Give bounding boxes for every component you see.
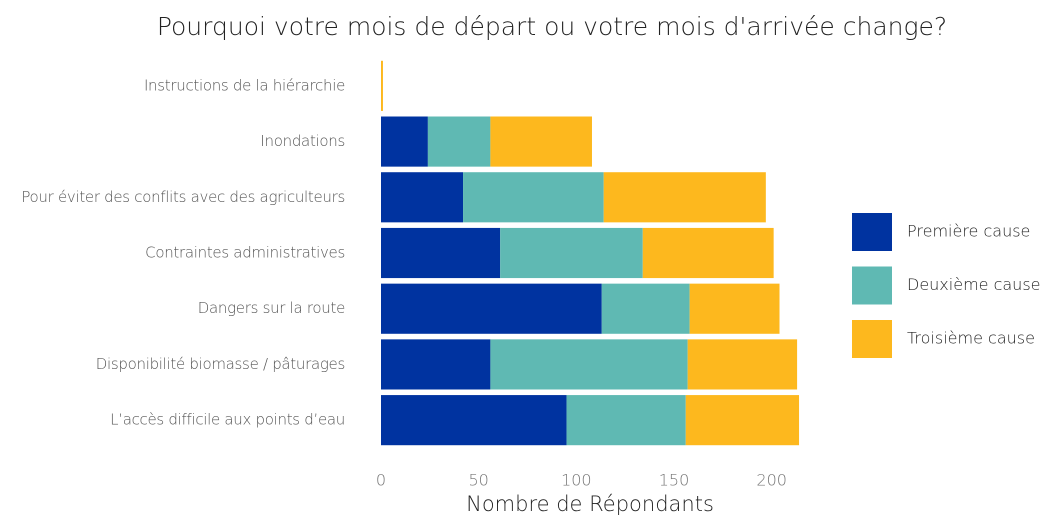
bar-segment — [381, 116, 428, 167]
bar-segment — [685, 395, 800, 446]
x-tick-label: 100 — [561, 471, 592, 490]
bar-segment — [642, 227, 774, 279]
bar-segment — [463, 172, 604, 223]
bar-segment — [381, 227, 501, 279]
chart-title: Pourquoi votre mois de départ ou votre m… — [157, 12, 947, 41]
legend-swatch — [852, 266, 892, 305]
bar-segment — [500, 227, 643, 279]
bar-segment — [689, 283, 780, 334]
legend-swatch — [852, 320, 892, 358]
bar-segment — [490, 116, 592, 167]
bar-segment — [381, 283, 602, 334]
x-tick-label: 50 — [468, 471, 488, 490]
legend-swatch — [852, 213, 892, 251]
y-tick-label: Dangers sur la route — [198, 299, 345, 317]
bar-segment — [381, 60, 383, 111]
legend-label: Première cause — [907, 222, 1030, 241]
y-tick-label: Inondations — [260, 132, 345, 150]
x-tick-label: 150 — [659, 471, 690, 490]
bar-segment — [381, 339, 491, 390]
y-tick-label: Instructions de la hiérarchie — [144, 76, 345, 94]
x-axis-title: Nombre de Répondants — [466, 492, 714, 516]
legend-label: Deuxième cause — [907, 275, 1041, 294]
legend-label: Troisième cause — [907, 329, 1035, 348]
bar-segment — [381, 395, 567, 446]
bar-segment — [381, 172, 464, 223]
y-tick-label: L’accès difficile aux points d’eau — [110, 411, 345, 429]
bar-segment — [687, 339, 798, 390]
bar-segment — [601, 283, 690, 334]
bar-segment — [490, 339, 688, 390]
bar-segment — [566, 395, 686, 446]
y-tick-label: Contraintes administratives — [145, 244, 345, 262]
x-tick-label: 200 — [756, 471, 787, 490]
y-tick-label: Disponibilité biomasse / pâturages — [96, 355, 345, 373]
bar-segment — [427, 116, 491, 167]
bar-segment — [603, 172, 766, 223]
y-tick-label: Pour éviter des conflits avec des agricu… — [21, 188, 345, 206]
x-tick-label: 0 — [376, 471, 386, 490]
